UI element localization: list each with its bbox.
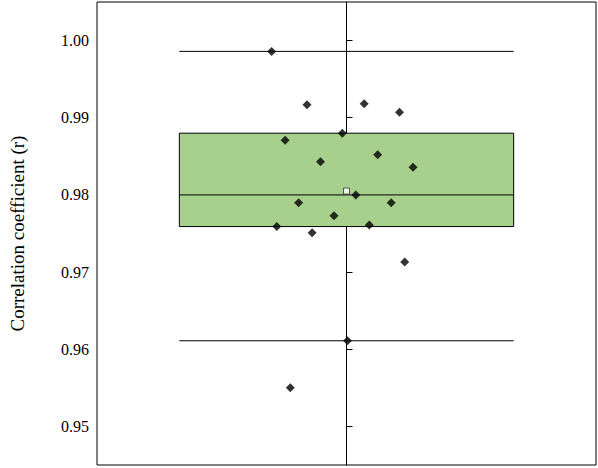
svg-text:Correlation coefficient (r): Correlation coefficient (r)	[7, 136, 29, 332]
svg-text:0.98: 0.98	[61, 186, 89, 203]
svg-text:0.99: 0.99	[61, 109, 89, 126]
svg-text:1.00: 1.00	[61, 32, 89, 49]
svg-text:0.95: 0.95	[61, 418, 89, 435]
svg-text:0.96: 0.96	[61, 341, 89, 358]
svg-text:0.97: 0.97	[61, 264, 89, 281]
